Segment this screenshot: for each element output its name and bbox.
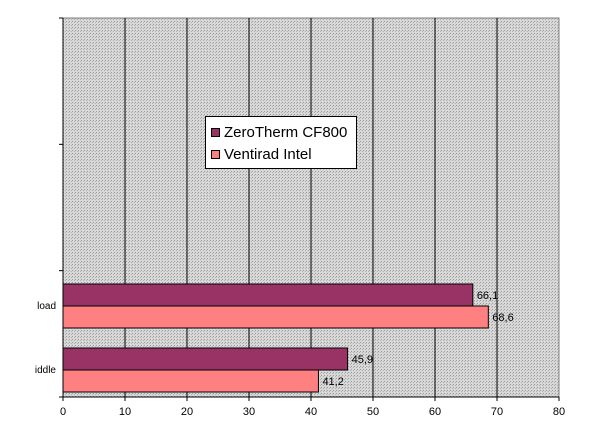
x-tick-label-60: 60 (429, 406, 441, 418)
x-tick-label-0: 0 (60, 406, 66, 418)
bars (62, 283, 489, 393)
legend: ZeroTherm CF800 Ventirad Intel (205, 116, 357, 169)
gridlines (124, 18, 498, 397)
x-tick-label-70: 70 (491, 406, 503, 418)
legend-item-ventirad: Ventirad Intel (211, 144, 312, 164)
bar-iddle-series-0 (62, 347, 349, 371)
legend-swatch-ventirad (211, 149, 220, 159)
x-tick-label-50: 50 (367, 406, 379, 418)
data-label-load-series-0: 66,1 (477, 290, 498, 302)
legend-label-zerotherm: ZeroTherm CF800 (224, 123, 348, 141)
bar-iddle-series-1 (62, 369, 319, 393)
data-labels: 66,1 68,6 45,9 41,2 (322, 290, 513, 388)
legend-label-ventirad: Ventirad Intel (224, 145, 312, 163)
data-label-load-series-1: 68,6 (492, 312, 513, 324)
x-tick-label-30: 30 (243, 406, 255, 418)
legend-swatch-zerotherm (211, 127, 220, 137)
legend-item-zerotherm: ZeroTherm CF800 (211, 122, 347, 142)
category-label-iddle: iddle (35, 365, 57, 376)
axes: 0 10 20 30 40 50 60 70 80 load iddle (35, 17, 565, 418)
data-label-iddle-series-0: 45,9 (352, 354, 373, 366)
category-label-load: load (37, 301, 56, 312)
x-tick-label-80: 80 (553, 406, 565, 418)
data-label-iddle-series-1: 41,2 (322, 376, 343, 388)
bar-load-series-0 (62, 283, 474, 307)
bar-load-series-1 (62, 305, 489, 329)
x-tick-label-40: 40 (305, 406, 317, 418)
x-tick-label-10: 10 (119, 406, 131, 418)
x-tick-label-20: 20 (181, 406, 193, 418)
